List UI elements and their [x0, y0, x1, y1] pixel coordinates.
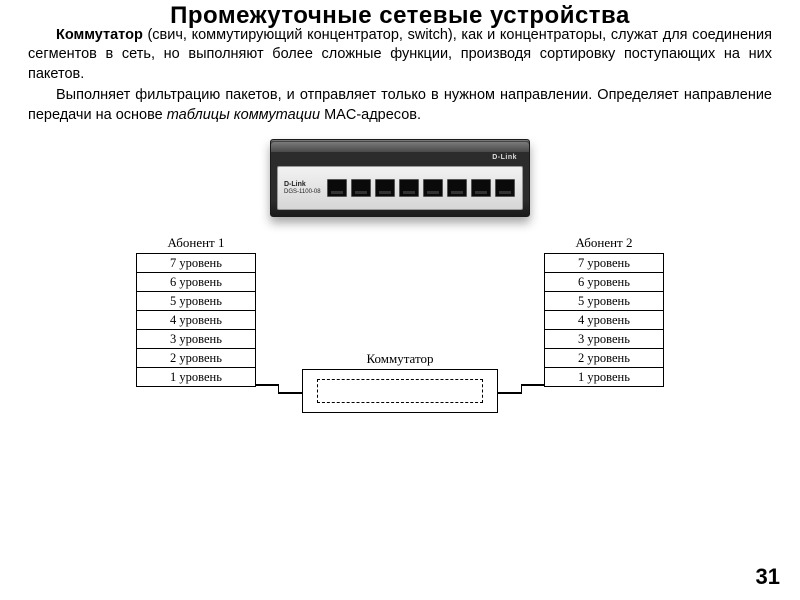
- osi-level-cell: 1 уровень: [545, 368, 664, 387]
- osi-level-cell: 5 уровень: [545, 292, 664, 311]
- osi-level-cell: 4 уровень: [545, 311, 664, 330]
- device-brand-top: D-Link: [492, 154, 517, 161]
- para2-b: MAC-адресов.: [320, 107, 421, 123]
- wire-left-v: [278, 384, 279, 392]
- osi-level-cell: 6 уровень: [545, 273, 664, 292]
- device-photo-wrap: D-Link D-Link DGS-1100-08: [0, 139, 800, 217]
- device-front-face: D-Link DGS-1100-08: [277, 166, 523, 210]
- stack-right-title: Абонент 2: [544, 235, 664, 251]
- network-switch-photo: D-Link D-Link DGS-1100-08: [270, 139, 530, 217]
- stack-left-title: Абонент 1: [136, 235, 256, 251]
- osi-level-cell: 2 уровень: [137, 349, 256, 368]
- stack-right-table: 7 уровень6 уровень5 уровень4 уровень3 ур…: [544, 253, 664, 387]
- ethernet-port: [471, 179, 491, 197]
- term-switch-table: таблицы коммутации: [167, 107, 320, 123]
- ethernet-port: [423, 179, 443, 197]
- ethernet-port: [327, 179, 347, 197]
- paragraph-2: Выполняет фильтрацию пакетов, и отправля…: [28, 86, 772, 125]
- switch-box: [302, 369, 498, 413]
- osi-level-cell: 2 уровень: [545, 349, 664, 368]
- ethernet-port: [351, 179, 371, 197]
- stack-left-table: 7 уровень6 уровень5 уровень4 уровень3 ур…: [136, 253, 256, 387]
- ethernet-port: [375, 179, 395, 197]
- ethernet-port: [399, 179, 419, 197]
- wire-right-h1: [522, 384, 544, 385]
- osi-level-cell: 4 уровень: [137, 311, 256, 330]
- device-model: DGS-1100-08: [284, 189, 321, 196]
- osi-level-cell: 3 уровень: [545, 330, 664, 349]
- switch-box-inner: [317, 379, 483, 403]
- device-brand: D-Link: [284, 181, 321, 189]
- stack-right: Абонент 2 7 уровень6 уровень5 уровень4 у…: [544, 235, 664, 387]
- osi-level-cell: 7 уровень: [137, 254, 256, 273]
- ethernet-port: [495, 179, 515, 197]
- switch-label: Коммутатор: [366, 351, 433, 367]
- wire-left-h2: [278, 392, 302, 393]
- osi-diagram: Абонент 1 7 уровень6 уровень5 уровень4 у…: [100, 235, 700, 425]
- ethernet-port: [447, 179, 467, 197]
- stack-left: Абонент 1 7 уровень6 уровень5 уровень4 у…: [136, 235, 256, 387]
- device-top-edge: [271, 142, 529, 152]
- osi-level-cell: 3 уровень: [137, 330, 256, 349]
- osi-level-cell: 6 уровень: [137, 273, 256, 292]
- body-text: Коммутатор (свич, коммутирующий концентр…: [0, 26, 800, 126]
- paragraph-1: Коммутатор (свич, коммутирующий концентр…: [28, 26, 772, 85]
- osi-level-cell: 5 уровень: [137, 292, 256, 311]
- wire-left-h1: [256, 384, 278, 385]
- wire-right-v: [521, 384, 522, 392]
- page-number: 31: [756, 564, 780, 590]
- wire-right-h2: [498, 392, 522, 393]
- device-label-block: D-Link DGS-1100-08: [284, 181, 321, 195]
- osi-level-cell: 1 уровень: [137, 368, 256, 387]
- osi-level-cell: 7 уровень: [545, 254, 664, 273]
- term-commutator: Коммутатор: [56, 27, 143, 43]
- device-ports: [327, 179, 515, 197]
